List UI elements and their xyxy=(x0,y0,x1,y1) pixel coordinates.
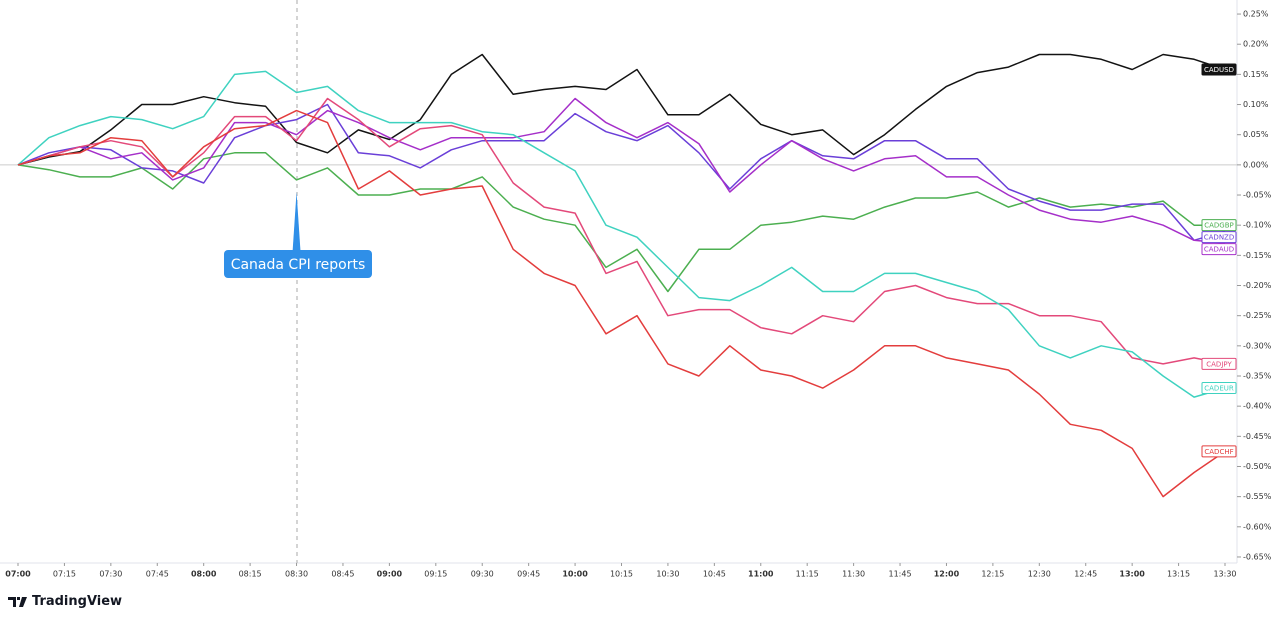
series-line xyxy=(17,109,1226,498)
x-tick-label: 07:45 xyxy=(146,570,169,579)
series-label: CADCHF xyxy=(1201,445,1237,458)
x-tick-label: 08:45 xyxy=(331,570,354,579)
annotation-box xyxy=(224,250,372,278)
x-tick-label: 10:00 xyxy=(562,570,588,579)
y-tick-label: -0.35% xyxy=(1243,371,1272,380)
y-tick-label: -0.55% xyxy=(1243,492,1272,501)
x-tick-label: 12:00 xyxy=(934,570,960,579)
series-line xyxy=(17,70,1226,398)
x-tick-label: 09:00 xyxy=(377,570,403,579)
y-tick-label: -0.45% xyxy=(1243,432,1272,441)
series-label: CADUSD xyxy=(1201,63,1237,76)
series-label: CADEUR xyxy=(1201,382,1237,395)
x-tick-label: 11:30 xyxy=(842,570,865,579)
series-line xyxy=(17,152,1225,293)
y-tick-label: -0.30% xyxy=(1243,341,1272,350)
brand-text: TradingView xyxy=(32,594,123,609)
series-label-box xyxy=(1201,382,1237,395)
chart: 0.25% 0.20% 0.15% 0.10% 0.05% 0.00% -0.05% -0.1… xyxy=(0,0,1272,579)
y-tick-label: 0.15% xyxy=(1243,70,1269,79)
y-tick-label: -0.10% xyxy=(1243,221,1272,230)
y-tick-label: -0.65% xyxy=(1243,552,1272,561)
x-tick-label: 10:30 xyxy=(656,570,679,579)
series-label-text: CADNZD xyxy=(1204,234,1235,242)
series-label-text: CADAUD xyxy=(1204,246,1234,254)
x-tick-label: 07:30 xyxy=(99,570,122,579)
series-label-text: CADGBP xyxy=(1204,222,1234,230)
x-tick-label: 12:30 xyxy=(1028,570,1051,579)
x-tick-label: 13:15 xyxy=(1167,570,1190,579)
y-tick-label: -0.25% xyxy=(1243,311,1272,320)
series-line xyxy=(17,97,1226,245)
series-label-text: CADJPY xyxy=(1206,360,1232,368)
series-label-box xyxy=(1201,243,1237,256)
series-line xyxy=(17,103,1226,242)
x-tick-label: 10:15 xyxy=(610,570,633,579)
y-tick-label: 0.10% xyxy=(1243,100,1269,109)
series-label: CADGBP xyxy=(1201,219,1237,232)
y-tick-label: 0.25% xyxy=(1243,10,1269,19)
y-tick-label: -0.40% xyxy=(1243,402,1272,411)
x-tick-label: 13:30 xyxy=(1213,570,1236,579)
logo xyxy=(8,596,27,607)
y-tick-label: 0.20% xyxy=(1243,40,1269,49)
series-label-text: CADCHF xyxy=(1204,448,1233,456)
series-label: CADAUD xyxy=(1201,243,1237,256)
y-tick-label: 0.05% xyxy=(1243,130,1269,139)
x-tick-label: 13:00 xyxy=(1119,570,1145,579)
x-tick-label: 07:15 xyxy=(53,570,76,579)
x-tick-label: 11:45 xyxy=(889,570,912,579)
y-tick-label: -0.20% xyxy=(1243,281,1272,290)
x-tick-label: 12:15 xyxy=(981,570,1004,579)
x-tick-label: 09:15 xyxy=(424,570,447,579)
x-tick-label: 09:30 xyxy=(471,570,494,579)
annotation-text: Canada CPI reports xyxy=(231,257,366,273)
x-tick-label: 08:15 xyxy=(239,570,262,579)
y-tick-label: 0.00% xyxy=(1243,160,1269,169)
annotation-pointer xyxy=(292,192,301,252)
x-tick-label: 09:45 xyxy=(517,570,540,579)
y-tick-label: -0.60% xyxy=(1243,522,1272,531)
series-label-box xyxy=(1201,445,1237,458)
series-label: CADJPY xyxy=(1201,357,1237,370)
x-tick-label: 12:45 xyxy=(1074,570,1097,579)
series-label-box xyxy=(1201,357,1237,370)
series-label-box xyxy=(1201,63,1237,76)
series-label-box xyxy=(1201,231,1237,244)
x-tick-label: 11:00 xyxy=(748,570,774,579)
x-tick-label: 10:45 xyxy=(703,570,726,579)
series-line xyxy=(17,97,1226,365)
series-label: CADNZD xyxy=(1201,231,1237,244)
x-tick-label: 08:00 xyxy=(191,570,217,579)
y-tick-label: -0.50% xyxy=(1243,462,1272,471)
x-tick-label: 08:30 xyxy=(285,570,308,579)
y-tick-label: -0.15% xyxy=(1243,251,1272,260)
x-tick-label: 07:00 xyxy=(5,570,31,579)
y-tick-label: -0.05% xyxy=(1243,191,1272,200)
branding: TradingView xyxy=(8,594,122,609)
series-label-text: CADEUR xyxy=(1204,385,1234,393)
series-label-box xyxy=(1201,219,1237,232)
series-line xyxy=(17,53,1226,166)
x-tick-label: 11:15 xyxy=(796,570,819,579)
series-label-text: CADUSD xyxy=(1204,66,1234,74)
